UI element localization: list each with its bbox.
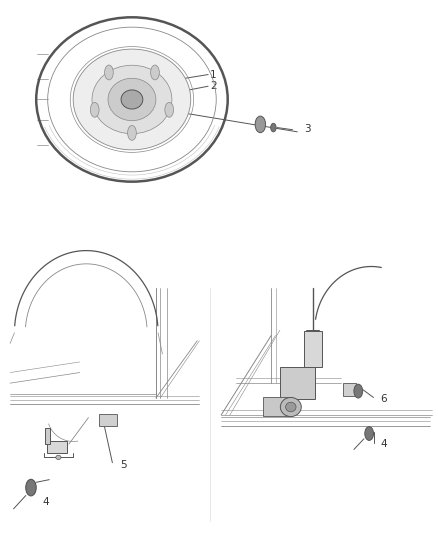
Ellipse shape [127,125,136,140]
FancyBboxPatch shape [99,414,117,425]
Ellipse shape [105,65,113,80]
FancyBboxPatch shape [47,441,67,453]
Ellipse shape [286,402,296,412]
Text: 1: 1 [210,70,217,79]
Ellipse shape [165,102,173,117]
Ellipse shape [108,78,156,120]
Ellipse shape [92,65,172,134]
Ellipse shape [90,102,99,117]
Ellipse shape [271,123,276,132]
Ellipse shape [56,455,61,459]
Ellipse shape [73,49,191,150]
Text: 2: 2 [210,81,217,91]
Text: 4: 4 [43,497,49,507]
FancyBboxPatch shape [45,428,50,444]
Text: 4: 4 [380,439,387,449]
FancyBboxPatch shape [280,367,315,399]
Text: 6: 6 [380,394,387,404]
Ellipse shape [255,116,265,133]
Ellipse shape [26,479,36,496]
FancyBboxPatch shape [343,383,356,397]
Text: 5: 5 [120,461,127,470]
Text: 3: 3 [304,124,311,134]
Ellipse shape [121,90,143,109]
FancyBboxPatch shape [304,331,322,367]
Ellipse shape [365,426,374,440]
Ellipse shape [354,384,363,398]
FancyBboxPatch shape [262,398,289,416]
Ellipse shape [151,65,159,80]
Ellipse shape [280,398,301,417]
